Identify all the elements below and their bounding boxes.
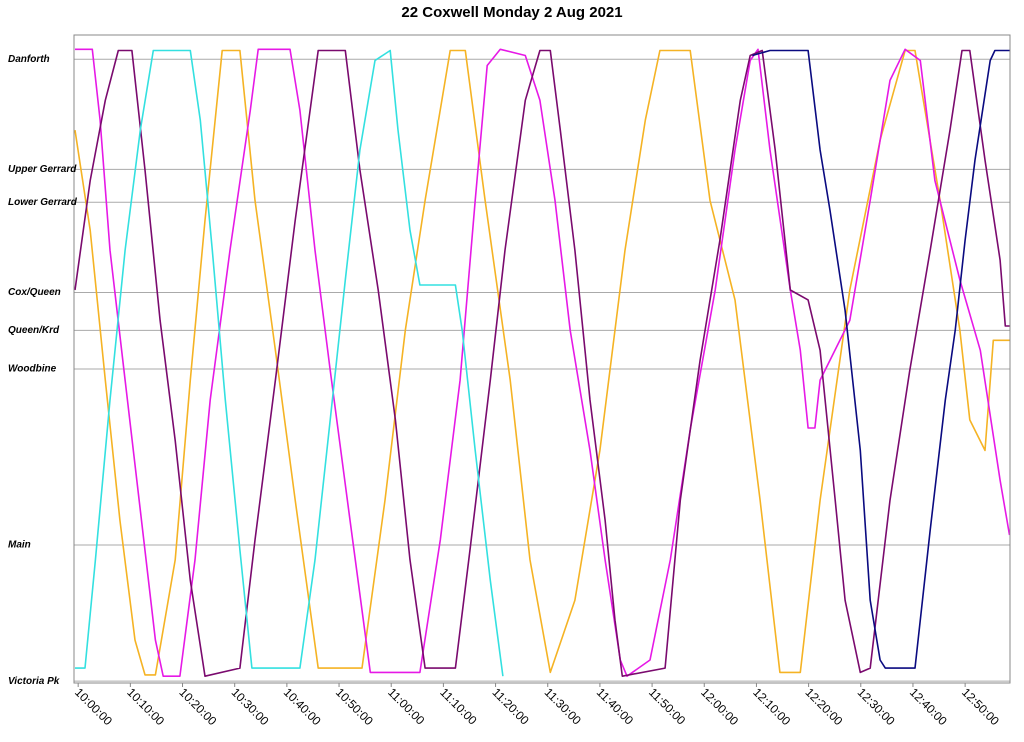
- x-tick-label: 12:30:00: [855, 685, 898, 728]
- x-tick-label: 12:20:00: [802, 685, 845, 728]
- x-tick-label: 11:00:00: [385, 685, 428, 728]
- series-line: [75, 48, 1011, 677]
- y-tick-label: Main: [8, 540, 31, 551]
- lines: [74, 48, 1011, 677]
- x-tick-label: 10:00:00: [72, 685, 115, 728]
- y-tick-label: Lower Gerrard: [8, 197, 78, 208]
- x-tick-label: 10:10:00: [124, 685, 167, 728]
- x-tick-label: 10:20:00: [176, 685, 219, 728]
- x-tick-label: 11:10:00: [437, 685, 480, 728]
- series-line: [74, 49, 1010, 677]
- y-tick-label: Upper Gerrard: [8, 164, 77, 175]
- x-tick-label: 12:00:00: [698, 685, 741, 728]
- y-tick-label: Victoria Pk: [8, 676, 60, 687]
- labels: Danforth Upper Gerrard Lower Gerrard Cox/Qu…: [8, 54, 1002, 728]
- x-tick-label: 11:30:00: [542, 685, 585, 728]
- series-line: [75, 49, 504, 677]
- x-tick-label: 10:40:00: [281, 685, 324, 728]
- series-line: [74, 49, 1010, 676]
- x-tick-label: 11:50:00: [646, 685, 689, 728]
- chart-title: 22 Coxwell Monday 2 Aug 2021: [401, 4, 622, 21]
- x-tick-label: 12:10:00: [750, 685, 793, 728]
- x-tick-label: 12:40:00: [907, 685, 950, 728]
- y-tick-label: Queen/Krd: [8, 325, 60, 336]
- y-tick-label: Danforth: [8, 54, 50, 65]
- x-tick-label: 10:50:00: [333, 685, 376, 728]
- x-tick-label: 10:30:00: [229, 685, 272, 728]
- x-tick-label: 11:20:00: [489, 685, 532, 728]
- series-line: [752, 49, 1010, 669]
- grid: [74, 58, 1010, 687]
- y-tick-label: Cox/Queen: [8, 287, 61, 298]
- y-tick-label: Woodbine: [8, 364, 57, 375]
- x-tick-label: 11:40:00: [594, 685, 637, 728]
- x-tick-label: 12:50:00: [959, 685, 1002, 728]
- plot-frame: [73, 34, 1011, 684]
